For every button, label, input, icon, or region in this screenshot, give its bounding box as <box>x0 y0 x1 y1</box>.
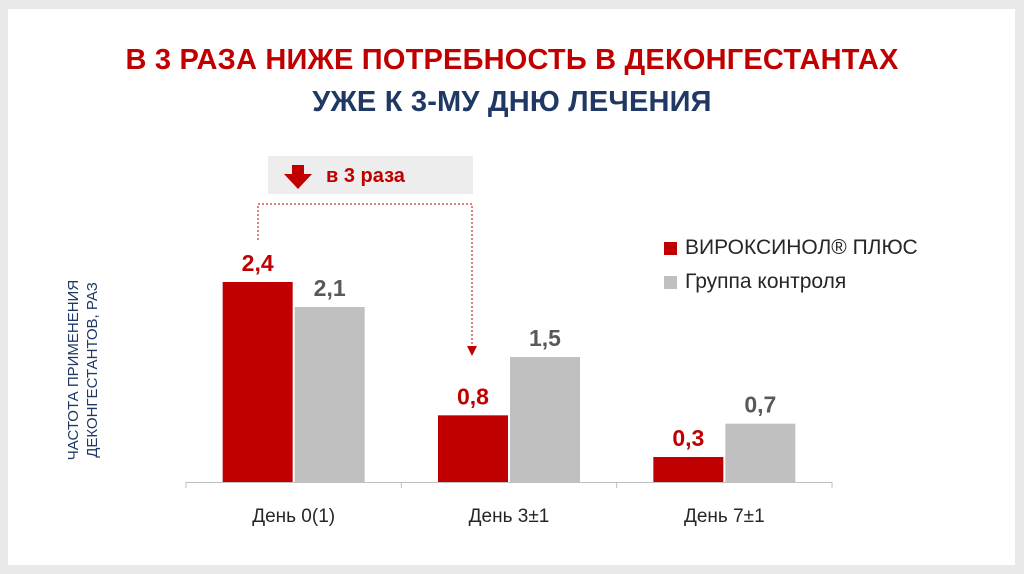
bar-control-2 <box>725 423 796 482</box>
title-line-1: В 3 РАЗА НИЖЕ ПОТРЕБНОСТЬ В ДЕКОНГЕСТАНТ… <box>125 44 899 76</box>
value-label-control-0: 2,1 <box>314 275 346 301</box>
legend-item-series-2: Группа контроля <box>664 269 846 295</box>
bar-viroksinol-2 <box>653 457 724 482</box>
bar-viroksinol-0 <box>222 282 293 482</box>
bars-group <box>222 282 796 482</box>
category-labels-group: День 0(1) День 3±1 День 7±1 <box>252 506 764 527</box>
value-label-viroksinol-2: 0,3 <box>672 425 704 451</box>
legend-item-series-1: ВИРОКСИНОЛ® ПЛЮС <box>664 235 918 261</box>
legend-label-series-2: Группа контроля <box>685 270 847 293</box>
bar-control-0 <box>294 307 365 482</box>
annotation-connector <box>257 203 473 348</box>
value-label-viroksinol-0: 2,4 <box>242 250 274 276</box>
reduction-annotation: в 3 раза <box>257 156 477 356</box>
value-label-viroksinol-1: 0,8 <box>457 383 489 409</box>
legend-swatch-gray <box>664 275 677 289</box>
bar-viroksinol-1 <box>438 415 508 482</box>
connector-arrowhead <box>467 346 477 356</box>
legend-swatch-red <box>664 241 677 255</box>
value-label-control-2: 0,7 <box>744 392 776 418</box>
category-label-0: День 0(1) <box>252 506 335 527</box>
title-line-2: УЖЕ К 3-МУ ДНЮ ЛЕЧЕНИЯ <box>312 86 712 118</box>
arrow-down-icon <box>284 165 312 189</box>
bar-control-1 <box>510 357 580 482</box>
annotation-text: в 3 раза <box>326 165 406 187</box>
legend-label-series-1: ВИРОКСИНОЛ® ПЛЮС <box>685 236 918 259</box>
category-label-1: День 3±1 <box>469 506 550 527</box>
value-label-control-1: 1,5 <box>529 325 561 351</box>
category-label-2: День 7±1 <box>684 506 765 527</box>
value-labels-group: 2,4 2,1 0,8 1,5 0,3 0,7 <box>242 250 777 451</box>
x-axis <box>185 482 833 488</box>
